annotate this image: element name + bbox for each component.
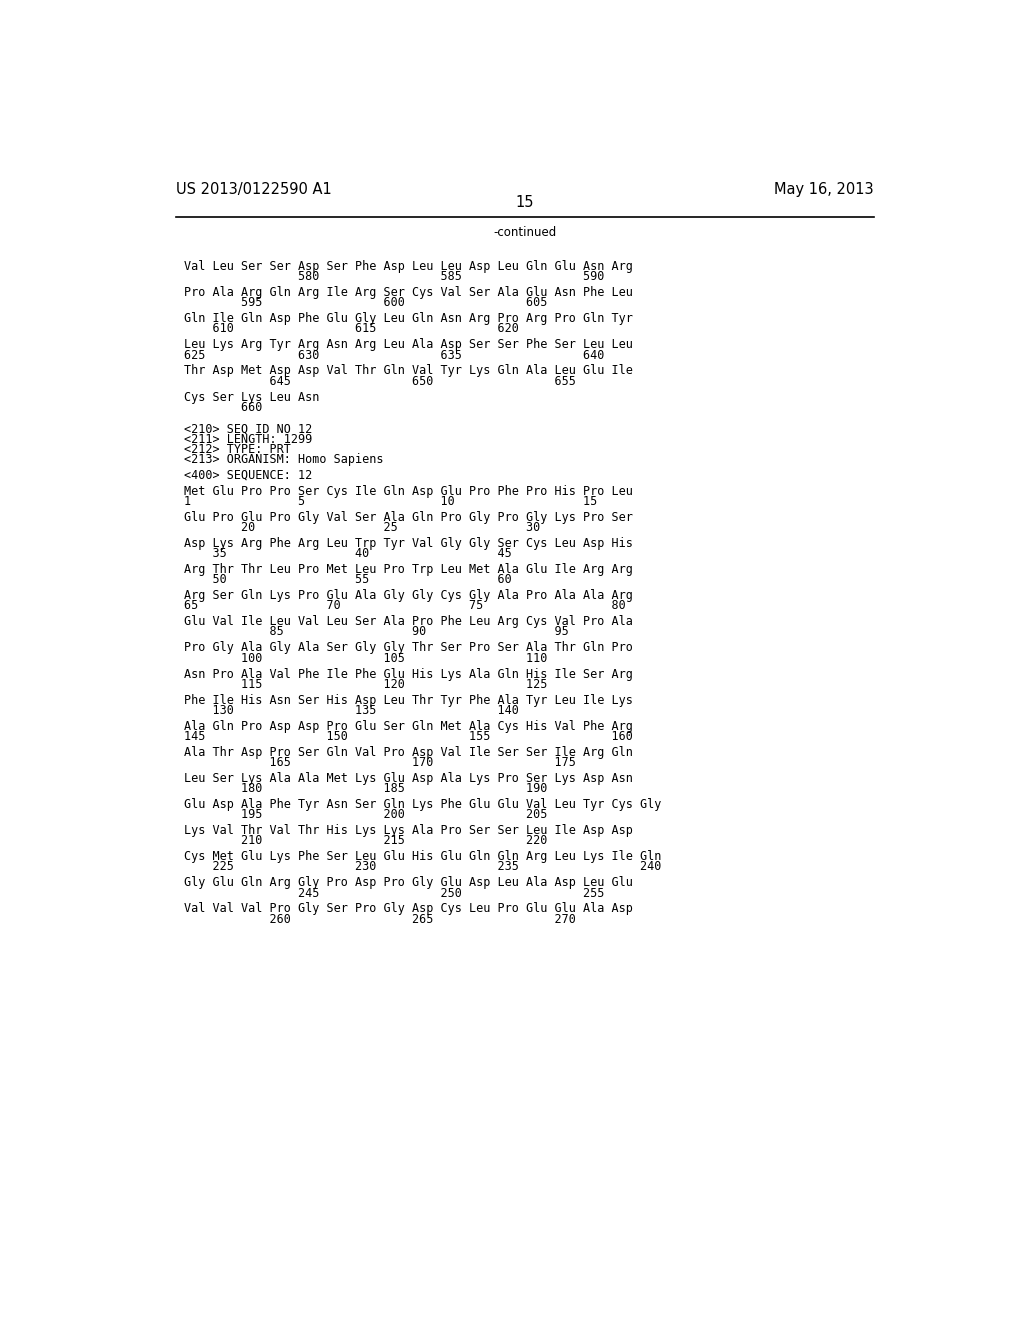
Text: Lys Val Thr Val Thr His Lys Lys Ala Pro Ser Ser Leu Ile Asp Asp: Lys Val Thr Val Thr His Lys Lys Ala Pro … — [183, 824, 633, 837]
Text: 610                 615                 620: 610 615 620 — [183, 322, 519, 335]
Text: Asn Pro Ala Val Phe Ile Phe Glu His Lys Ala Gln His Ile Ser Arg: Asn Pro Ala Val Phe Ile Phe Glu His Lys … — [183, 668, 633, 681]
Text: 625             630                 635                 640: 625 630 635 640 — [183, 348, 604, 362]
Text: US 2013/0122590 A1: US 2013/0122590 A1 — [176, 182, 332, 197]
Text: Val Leu Ser Ser Asp Ser Phe Asp Leu Leu Asp Leu Gln Glu Asn Arg: Val Leu Ser Ser Asp Ser Phe Asp Leu Leu … — [183, 260, 633, 273]
Text: Val Val Val Pro Gly Ser Pro Gly Asp Cys Leu Pro Glu Glu Ala Asp: Val Val Val Pro Gly Ser Pro Gly Asp Cys … — [183, 903, 633, 916]
Text: Ala Gln Pro Asp Asp Pro Glu Ser Gln Met Ala Cys His Val Phe Arg: Ala Gln Pro Asp Asp Pro Glu Ser Gln Met … — [183, 719, 633, 733]
Text: 85                  90                  95: 85 90 95 — [183, 626, 568, 639]
Text: 645                 650                 655: 645 650 655 — [183, 375, 575, 388]
Text: Asp Lys Arg Phe Arg Leu Trp Tyr Val Gly Gly Ser Cys Leu Asp His: Asp Lys Arg Phe Arg Leu Trp Tyr Val Gly … — [183, 537, 633, 550]
Text: 245                 250                 255: 245 250 255 — [183, 887, 604, 899]
Text: 580                 585                 590: 580 585 590 — [183, 271, 604, 284]
Text: 225                 230                 235                 240: 225 230 235 240 — [183, 861, 662, 874]
Text: 660: 660 — [183, 401, 262, 413]
Text: 145                 150                 155                 160: 145 150 155 160 — [183, 730, 633, 743]
Text: Glu Pro Glu Pro Gly Val Ser Ala Gln Pro Gly Pro Gly Lys Pro Ser: Glu Pro Glu Pro Gly Val Ser Ala Gln Pro … — [183, 511, 633, 524]
Text: Pro Ala Arg Gln Arg Ile Arg Ser Cys Val Ser Ala Glu Asn Phe Leu: Pro Ala Arg Gln Arg Ile Arg Ser Cys Val … — [183, 286, 633, 300]
Text: <211> LENGTH: 1299: <211> LENGTH: 1299 — [183, 433, 312, 446]
Text: Cys Ser Lys Leu Asn: Cys Ser Lys Leu Asn — [183, 391, 319, 404]
Text: 180                 185                 190: 180 185 190 — [183, 783, 547, 795]
Text: 195                 200                 205: 195 200 205 — [183, 808, 547, 821]
Text: <210> SEQ ID NO 12: <210> SEQ ID NO 12 — [183, 422, 312, 436]
Text: Gln Ile Gln Asp Phe Glu Gly Leu Gln Asn Arg Pro Arg Pro Gln Tyr: Gln Ile Gln Asp Phe Glu Gly Leu Gln Asn … — [183, 313, 633, 325]
Text: Met Glu Pro Pro Ser Cys Ile Gln Asp Glu Pro Phe Pro His Pro Leu: Met Glu Pro Pro Ser Cys Ile Gln Asp Glu … — [183, 484, 633, 498]
Text: <213> ORGANISM: Homo Sapiens: <213> ORGANISM: Homo Sapiens — [183, 453, 383, 466]
Text: 65                  70                  75                  80: 65 70 75 80 — [183, 599, 626, 612]
Text: Pro Gly Ala Gly Ala Ser Gly Gly Thr Ser Pro Ser Ala Thr Gln Pro: Pro Gly Ala Gly Ala Ser Gly Gly Thr Ser … — [183, 642, 633, 655]
Text: 35                  40                  45: 35 40 45 — [183, 548, 512, 560]
Text: 100                 105                 110: 100 105 110 — [183, 652, 547, 664]
Text: 20                  25                  30: 20 25 30 — [183, 521, 540, 535]
Text: 165                 170                 175: 165 170 175 — [183, 756, 575, 770]
Text: Gly Glu Gln Arg Gly Pro Asp Pro Gly Glu Asp Leu Ala Asp Leu Glu: Gly Glu Gln Arg Gly Pro Asp Pro Gly Glu … — [183, 876, 633, 890]
Text: <400> SEQUENCE: 12: <400> SEQUENCE: 12 — [183, 469, 312, 482]
Text: Glu Asp Ala Phe Tyr Asn Ser Gln Lys Phe Glu Glu Val Leu Tyr Cys Gly: Glu Asp Ala Phe Tyr Asn Ser Gln Lys Phe … — [183, 799, 662, 810]
Text: 130                 135                 140: 130 135 140 — [183, 704, 519, 717]
Text: 15: 15 — [515, 195, 535, 210]
Text: Glu Val Ile Leu Val Leu Ser Ala Pro Phe Leu Arg Cys Val Pro Ala: Glu Val Ile Leu Val Leu Ser Ala Pro Phe … — [183, 615, 633, 628]
Text: 595                 600                 605: 595 600 605 — [183, 296, 547, 309]
Text: 115                 120                 125: 115 120 125 — [183, 677, 547, 690]
Text: 1               5                   10                  15: 1 5 10 15 — [183, 495, 597, 508]
Text: Arg Thr Thr Leu Pro Met Leu Pro Trp Leu Met Ala Glu Ile Arg Arg: Arg Thr Thr Leu Pro Met Leu Pro Trp Leu … — [183, 564, 633, 576]
Text: <212> TYPE: PRT: <212> TYPE: PRT — [183, 442, 291, 455]
Text: 260                 265                 270: 260 265 270 — [183, 912, 575, 925]
Text: Thr Asp Met Asp Asp Val Thr Gln Val Tyr Lys Gln Ala Leu Glu Ile: Thr Asp Met Asp Asp Val Thr Gln Val Tyr … — [183, 364, 633, 378]
Text: Phe Ile His Asn Ser His Asp Leu Thr Tyr Phe Ala Tyr Leu Ile Lys: Phe Ile His Asn Ser His Asp Leu Thr Tyr … — [183, 693, 633, 706]
Text: Leu Ser Lys Ala Ala Met Lys Glu Asp Ala Lys Pro Ser Lys Asp Asn: Leu Ser Lys Ala Ala Met Lys Glu Asp Ala … — [183, 772, 633, 785]
Text: 210                 215                 220: 210 215 220 — [183, 834, 547, 847]
Text: Ala Thr Asp Pro Ser Gln Val Pro Asp Val Ile Ser Ser Ile Arg Gln: Ala Thr Asp Pro Ser Gln Val Pro Asp Val … — [183, 746, 633, 759]
Text: -continued: -continued — [494, 226, 556, 239]
Text: 50                  55                  60: 50 55 60 — [183, 573, 512, 586]
Text: Arg Ser Gln Lys Pro Glu Ala Gly Gly Cys Gly Ala Pro Ala Ala Arg: Arg Ser Gln Lys Pro Glu Ala Gly Gly Cys … — [183, 589, 633, 602]
Text: Leu Lys Arg Tyr Arg Asn Arg Leu Ala Asp Ser Ser Phe Ser Leu Leu: Leu Lys Arg Tyr Arg Asn Arg Leu Ala Asp … — [183, 338, 633, 351]
Text: Cys Met Glu Lys Phe Ser Leu Glu His Glu Gln Gln Arg Leu Lys Ile Gln: Cys Met Glu Lys Phe Ser Leu Glu His Glu … — [183, 850, 662, 863]
Text: May 16, 2013: May 16, 2013 — [774, 182, 873, 197]
